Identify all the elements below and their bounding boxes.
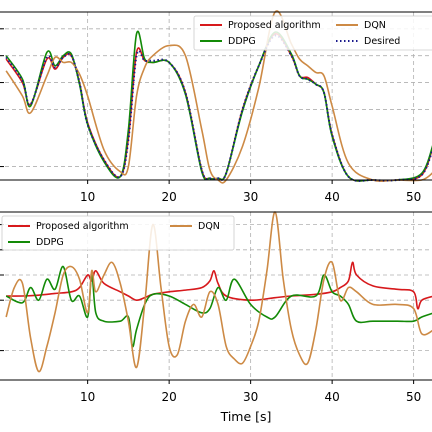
- bottom-x-ticks: 10 20 30 40 50: [0, 224, 421, 404]
- bottom-series-ddpg: [5, 265, 432, 348]
- legend-label-desired: Desired: [364, 36, 400, 47]
- legend-label-proposed: Proposed algorithm: [36, 221, 129, 232]
- top-x-tick-label-1: 20: [161, 190, 176, 204]
- top-x-tick-label-3: 40: [324, 190, 339, 204]
- top-legend-box: [193, 15, 432, 51]
- bottom-panel: 10 20 30 40 50 Proposed algorithm DQN DDPG T…: [0, 211, 432, 424]
- bottom-series-proposed-algorithm: [6, 261, 432, 310]
- top-x-tick-label-4: 50: [406, 190, 421, 204]
- top-series-desired: [5, 34, 432, 182]
- top-axes-frame: [0, 11, 432, 181]
- top-series-group: [5, 10, 432, 184]
- legend-label-ddpg: DDPG: [36, 237, 64, 248]
- legend-label-dqn: DQN: [198, 221, 220, 232]
- legend-label-ddpg: DDPG: [228, 36, 256, 47]
- legend-label-dqn: DQN: [364, 20, 386, 31]
- bottom-x-tick-label-3: 40: [324, 390, 339, 404]
- bottom-x-tick-label-4: 50: [406, 390, 421, 404]
- top-series-ddpg: [5, 30, 432, 182]
- bottom-x-tick-label-2: 30: [243, 390, 258, 404]
- bottom-legend-box: [1, 215, 235, 251]
- legend-label-proposed: Proposed algorithm: [228, 20, 321, 31]
- bottom-series-group: [5, 211, 432, 373]
- top-panel: 10 20 30 40 50 Proposed algorithm DQN DDPG D…: [0, 10, 432, 204]
- top-x-tick-label-2: 30: [243, 190, 258, 204]
- bottom-legend: Proposed algorithm DQN DDPG: [1, 215, 235, 251]
- top-x-ticks: 10 20 30 40 50: [0, 28, 421, 204]
- bottom-axes-frame: [0, 211, 432, 381]
- x-axis-label: Time [s]: [220, 409, 272, 424]
- bottom-series-dqn: [5, 211, 432, 373]
- bottom-x-tick-label-1: 20: [161, 390, 176, 404]
- bottom-x-tick-label-0: 10: [80, 390, 95, 404]
- top-x-tick-label-0: 10: [80, 190, 95, 204]
- top-legend: Proposed algorithm DQN DDPG Desired: [193, 15, 432, 51]
- top-series-dqn: [5, 10, 432, 184]
